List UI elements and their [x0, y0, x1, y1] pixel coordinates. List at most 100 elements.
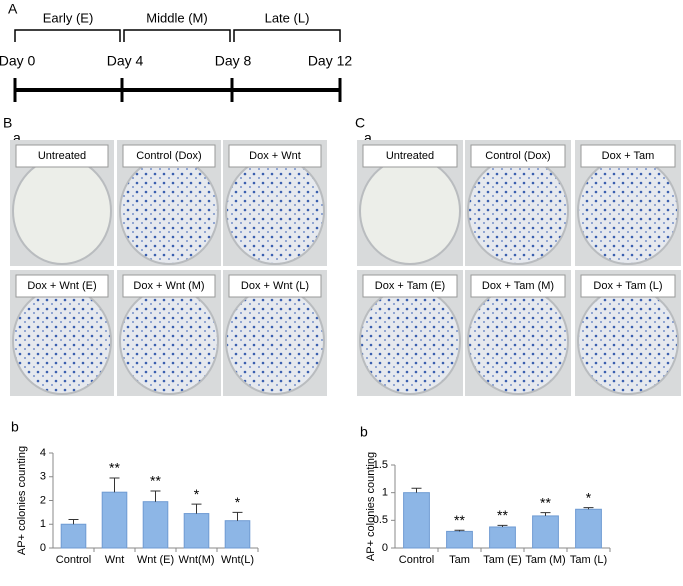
error-bar — [150, 490, 161, 502]
photo-label-box — [580, 274, 676, 298]
sub-letter: a — [364, 130, 372, 146]
y-tick-label: 1.5 — [373, 459, 388, 471]
day-label: Day 4 — [107, 53, 144, 69]
y-tick-label: 1 — [382, 487, 388, 499]
error-bar — [191, 503, 202, 514]
dish — [359, 287, 461, 395]
significance: * — [194, 486, 200, 502]
bar — [224, 520, 251, 549]
y-tick-label: 0 — [382, 542, 388, 554]
y-tick-label: 1 — [40, 518, 46, 530]
photo-label-box — [122, 274, 216, 298]
significance: * — [235, 494, 241, 510]
bar — [183, 513, 210, 549]
significance: ** — [454, 512, 465, 528]
panel-letter: B — [3, 115, 12, 131]
day-label: Day 12 — [308, 53, 353, 69]
x-tick-label: Tam (L) — [570, 554, 607, 566]
bar — [60, 523, 87, 549]
bar — [142, 501, 169, 549]
y-axis-label: AP+ colonies counting — [365, 452, 377, 561]
significance: ** — [109, 460, 120, 476]
error-bar — [454, 529, 465, 532]
error-bar — [497, 524, 508, 527]
error-bar — [109, 477, 120, 493]
x-tick-label: Tam (M) — [525, 554, 565, 566]
dish — [577, 287, 679, 395]
y-tick-label: 0 — [40, 542, 46, 554]
error-bar — [232, 511, 243, 521]
error-bar — [411, 487, 422, 493]
significance: * — [586, 489, 592, 505]
day-label: Day 8 — [215, 53, 252, 69]
day-label: Day 0 — [0, 53, 35, 69]
photo-label-box — [122, 144, 216, 168]
photo-label: Dox + Wnt (M) — [133, 280, 204, 292]
dish — [225, 287, 325, 395]
sub-letter: b — [360, 424, 368, 440]
x-tick-label: Tam — [449, 554, 470, 566]
dish — [359, 157, 461, 265]
sub-letter: b — [11, 419, 19, 435]
dish — [12, 157, 112, 265]
significance: ** — [150, 473, 161, 489]
photo-label-box — [228, 144, 322, 168]
bar — [101, 491, 128, 549]
photo-label: Untreated — [38, 150, 86, 162]
x-tick-label: Wnt(M) — [178, 554, 214, 566]
phase-label: Middle (M) — [146, 10, 207, 25]
bar — [489, 526, 516, 549]
photo-label: Control (Dox) — [485, 150, 550, 162]
photo-label: Control (Dox) — [136, 150, 201, 162]
photo-label: Dox + Tam (E) — [375, 280, 445, 292]
dish — [467, 157, 569, 265]
x-tick-label: Wnt(L) — [221, 554, 254, 566]
photo-label-box — [228, 274, 322, 298]
significance: ** — [540, 494, 551, 510]
y-tick-label: 4 — [40, 447, 46, 459]
x-tick-label: Control — [399, 554, 434, 566]
photo-label-box — [470, 274, 566, 298]
dish — [225, 157, 325, 265]
photo-label-box — [362, 144, 458, 168]
phase-label: Late (L) — [265, 10, 310, 25]
x-tick-label: Wnt (E) — [137, 554, 174, 566]
panel-letter: C — [355, 115, 365, 131]
photo-label: Dox + Tam — [602, 150, 655, 162]
x-tick-label: Tam (E) — [483, 554, 522, 566]
y-axis-label: AP+ colonies counting — [16, 446, 28, 555]
bar — [446, 530, 473, 549]
bar — [403, 492, 430, 549]
dish — [577, 157, 679, 265]
y-tick-label: 2 — [40, 494, 46, 506]
dish — [119, 287, 219, 395]
y-tick-label: 0.5 — [373, 514, 388, 526]
bar — [532, 515, 559, 549]
photo-label: Dox + Wnt (E) — [27, 280, 96, 292]
photo-label: Dox + Wnt (L) — [241, 280, 309, 292]
photo-label-box — [470, 144, 566, 168]
panel-letter: A — [8, 1, 18, 17]
photo-label-box — [15, 144, 109, 168]
y-tick-label: 3 — [40, 471, 46, 483]
phase-label: Early (E) — [43, 10, 94, 25]
dish — [467, 287, 569, 395]
error-bar — [540, 512, 551, 516]
x-tick-label: Control — [56, 554, 91, 566]
photo-label-box — [580, 144, 676, 168]
photo-label-box — [362, 274, 458, 298]
significance: ** — [497, 507, 508, 523]
photo-label: Dox + Wnt — [249, 150, 301, 162]
sub-letter: a — [13, 130, 21, 146]
error-bar — [583, 507, 594, 510]
x-tick-label: Wnt — [105, 554, 125, 566]
dish — [12, 287, 112, 395]
timeline — [13, 29, 342, 102]
photo-label: Dox + Tam (M) — [482, 280, 554, 292]
photo-label: Dox + Tam (L) — [593, 280, 662, 292]
error-bar — [68, 519, 79, 525]
photo-label-box — [15, 274, 109, 298]
photo-label: Untreated — [386, 150, 434, 162]
